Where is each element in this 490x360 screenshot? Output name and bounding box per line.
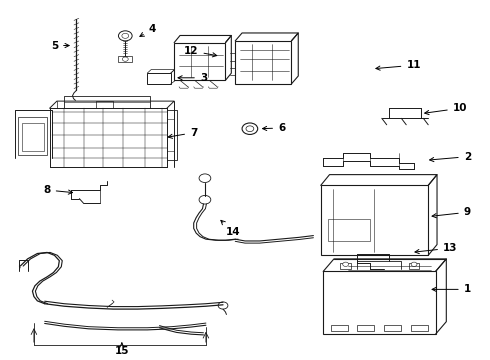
Circle shape [122,33,129,39]
Bar [384,325,401,331]
Text: 4: 4 [140,24,156,36]
Circle shape [246,126,254,132]
Circle shape [199,174,211,183]
Bar [340,263,351,269]
Bar [409,263,419,269]
Bar [323,271,436,334]
Text: 5: 5 [51,41,69,50]
Bar [119,56,132,62]
Bar [174,42,225,80]
Bar [18,117,47,155]
Bar [321,185,428,255]
Bar [357,325,374,331]
Text: 10: 10 [425,103,467,114]
Text: 2: 2 [430,152,471,162]
Bar [147,73,171,84]
Bar [331,325,347,331]
Circle shape [242,123,258,134]
Text: 15: 15 [115,343,129,356]
Circle shape [199,195,211,204]
Text: 9: 9 [432,207,471,218]
Text: 12: 12 [184,46,217,57]
Text: 6: 6 [263,123,285,133]
Bar [328,220,369,241]
Circle shape [343,262,348,266]
Bar [411,325,428,331]
Circle shape [122,57,128,61]
Text: 8: 8 [44,185,73,195]
Text: 14: 14 [221,220,240,237]
Circle shape [119,31,132,41]
Circle shape [411,262,417,266]
Text: 11: 11 [376,60,421,70]
Text: 3: 3 [178,73,207,83]
Circle shape [218,302,228,309]
Text: 1: 1 [432,284,471,294]
Bar [22,123,44,151]
Text: 13: 13 [415,243,458,254]
Bar [235,41,292,84]
Text: 7: 7 [168,128,197,138]
